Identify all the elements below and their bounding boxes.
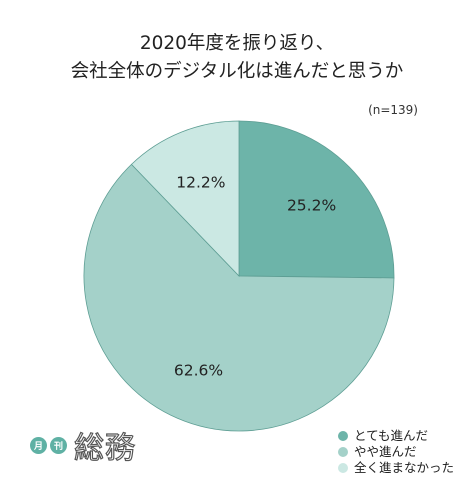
pie-slice-label-0: 25.2% bbox=[287, 196, 336, 214]
pie-slice-2 bbox=[130, 120, 240, 277]
chart-title-line-1: 2020年度を振り返り、 bbox=[139, 33, 335, 54]
legend-swatch-0 bbox=[338, 431, 348, 441]
legend-item-1: やや進んだ bbox=[338, 444, 454, 460]
logo-text: 総務 bbox=[73, 430, 136, 466]
logo-badge-getsu: 月 bbox=[30, 436, 47, 454]
sample-size-note: (n=139) bbox=[368, 103, 418, 117]
pie-slice-label-2: 12.2% bbox=[176, 173, 225, 191]
legend-label-1: やや進んだ bbox=[354, 444, 417, 459]
chart-legend: とても進んだ やや進んだ 全く進まなかった bbox=[338, 428, 454, 476]
legend-swatch-2 bbox=[338, 463, 348, 473]
legend-item-0: とても進んだ bbox=[338, 428, 454, 444]
pie-slice-1 bbox=[83, 163, 395, 432]
chart-title-line-2: 会社全体のデジタル化は進んだと思うか bbox=[70, 61, 404, 82]
pie-slice-label-1: 62.6% bbox=[174, 362, 223, 380]
logo-badge-kan: 刊 bbox=[50, 436, 67, 454]
legend-item-2: 全く進まなかった bbox=[338, 460, 454, 476]
pie-slice-0 bbox=[238, 120, 395, 279]
chart-title: 2020年度を振り返り、 会社全体のデジタル化は進んだと思うか bbox=[0, 30, 474, 86]
legend-label-2: 全く進まなかった bbox=[354, 460, 455, 475]
legend-swatch-1 bbox=[338, 447, 348, 457]
legend-label-0: とても進んだ bbox=[354, 428, 429, 443]
publication-logo: 月 刊 総務 bbox=[30, 423, 136, 467]
